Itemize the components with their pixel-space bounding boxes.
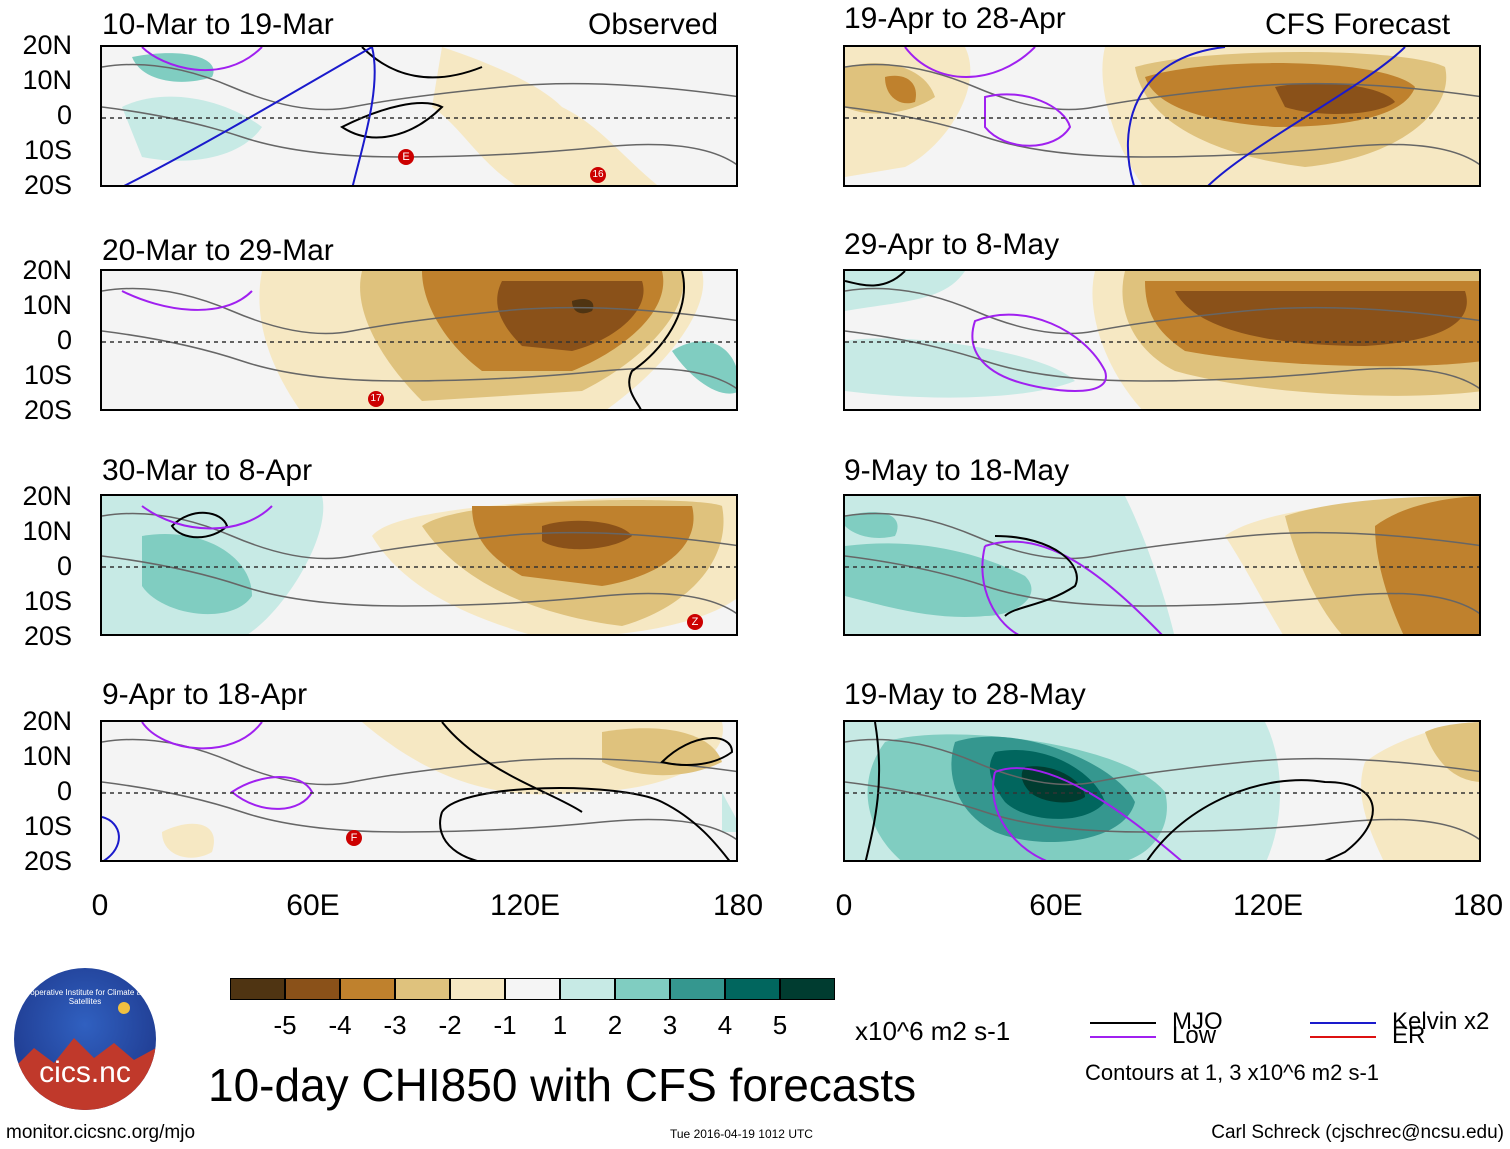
panel-title: 19-May to 28-May [844,678,1086,711]
map-panel-right-4 [843,720,1481,862]
storm-marker: Z [687,614,703,630]
lon-label: 60E [1029,889,1083,922]
lat-label: 20N [22,706,72,736]
panel-title: 19-Apr to 28-Apr [844,2,1066,35]
colorbar-swatch [230,978,285,1000]
lat-label: 0 [56,551,72,581]
footer-author: Carl Schreck (cjschrec@ncsu.edu) [1211,1122,1504,1143]
lon-label: 120E [1232,889,1304,922]
lat-label: 20S [23,621,72,651]
lon-label: 60E [286,889,340,922]
mjo-line [1090,1022,1156,1024]
colorbar-tick: -3 [383,1010,407,1040]
storm-marker: 16 [590,167,606,183]
er-line [1310,1036,1376,1038]
colorbar-swatch [450,978,505,1000]
lat-label: 0 [56,100,72,130]
colorbar-swatch [670,978,725,1000]
map-panel-left-4: F [100,720,738,862]
lat-label: 20S [23,846,72,876]
colorbar-swatch [560,978,615,1000]
kelvin-line [1310,1022,1376,1024]
colorbar-tick: 4 [717,1010,733,1040]
panel-title: 20-Mar to 29-Mar [102,234,334,267]
map-panel-right-2 [843,269,1481,411]
lat-label: 20N [22,30,72,60]
lat-label: 10N [22,290,72,320]
colorbar-tick: -4 [328,1010,352,1040]
map-panel-left-3: Z [100,494,738,636]
colorbar-swatch [395,978,450,1000]
lat-label: 10N [22,516,72,546]
colorbar-units: x10^6 m2 s-1 [855,1016,1011,1046]
lat-label: 10S [23,135,72,165]
footer-url[interactable]: monitor.cicsnc.org/mjo [6,1122,196,1143]
colorbar-swatch [725,978,780,1000]
panel-title: 9-May to 18-May [844,454,1070,487]
lat-label: 0 [56,325,72,355]
colorbar-tick: -2 [438,1010,462,1040]
colorbar-tick: 1 [552,1010,568,1040]
storm-marker: E [398,149,414,165]
colorbar-tick: -5 [273,1010,297,1040]
lat-label: 10S [23,811,72,841]
logo-ring-text: Cooperative Institute for Climate and Sa… [20,988,150,1006]
colorbar-swatch [505,978,560,1000]
cics-logo: Cooperative Institute for Climate and Sa… [14,968,156,1110]
panel-title: 30-Mar to 8-Apr [102,454,313,487]
contour-note: Contours at 1, 3 x10^6 m2 s-1 [1085,1060,1380,1085]
colorbar-tick: -1 [493,1010,517,1040]
colorbar-swatch [780,978,835,1000]
map-panel-right-3 [843,494,1481,636]
lat-label: 10N [22,65,72,95]
lon-label: 180 [712,889,764,922]
lat-label: 20N [22,255,72,285]
lat-label: 0 [56,776,72,806]
lon-label: 0 [91,889,109,922]
lat-label: 10S [23,586,72,616]
colorbar-tick: 2 [607,1010,623,1040]
map-panel-left-2: 17 [100,269,738,411]
colorbar-tick: 3 [662,1010,678,1040]
map-panel-left-1: E 16 [100,45,738,187]
legend-low: Low [1172,1022,1217,1049]
legend-kelvin: Kelvin x2 [1392,1008,1490,1035]
lat-label: 20N [22,481,72,511]
observed-label: Observed [588,8,719,41]
lon-label: 120E [489,889,561,922]
colorbar-swatch [615,978,670,1000]
colorbar-tick: 5 [772,1010,788,1040]
footer-timestamp: Tue 2016-04-19 1012 UTC [670,1127,813,1141]
cfs-forecast-label: CFS Forecast [1265,8,1451,41]
panel-title: 10-Mar to 19-Mar [102,8,334,41]
colorbar-swatch [285,978,340,1000]
lat-label: 10S [23,360,72,390]
lat-label: 10N [22,741,72,771]
storm-marker: F [346,830,362,846]
colorbar-swatch [340,978,395,1000]
map-panel-right-1 [843,45,1481,187]
logo-text: cics.nc [39,1056,131,1089]
legend-mjo: MJO [1172,1008,1223,1035]
legend-er: ER [1392,1022,1426,1049]
lat-label: 20S [23,395,72,425]
figure-title: 10-day CHI850 with CFS forecasts [208,1059,917,1111]
panel-title: 9-Apr to 18-Apr [102,678,308,711]
lon-label: 180 [1452,889,1504,922]
lat-label: 20S [23,170,72,200]
low-line [1090,1036,1156,1038]
panel-title: 29-Apr to 8-May [844,228,1060,261]
lon-label: 0 [835,889,853,922]
storm-marker: 17 [368,391,384,407]
